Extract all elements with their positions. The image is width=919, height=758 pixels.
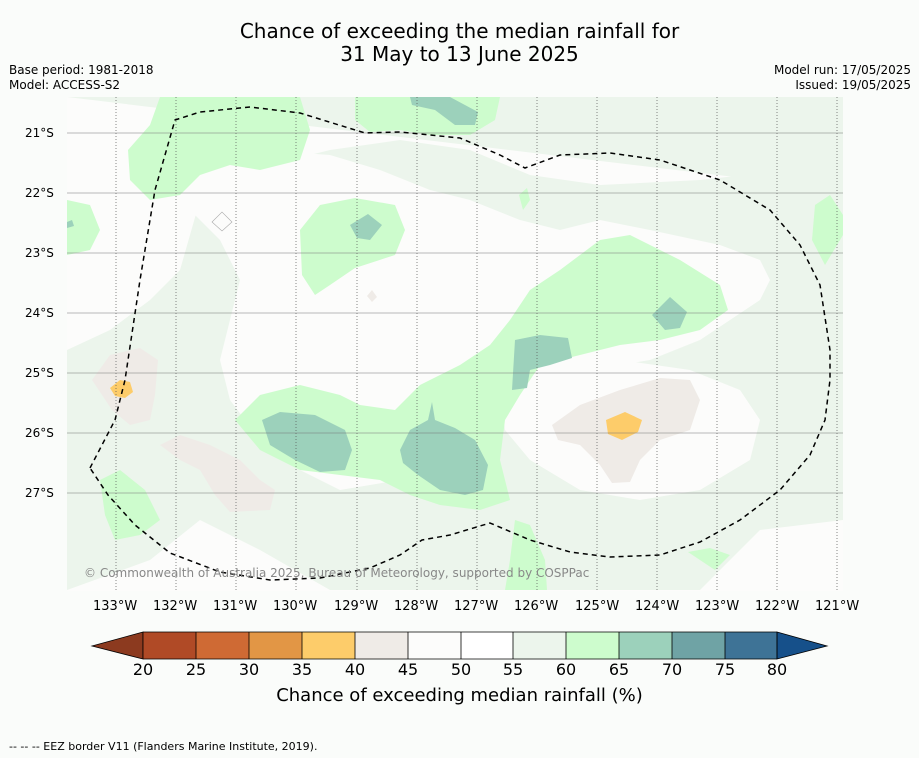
lat-label-22s: 22°S [25, 186, 54, 200]
colorbar-bin-60-65 [566, 632, 619, 659]
colorbar-title: Chance of exceeding median rainfall (%) [276, 685, 643, 706]
model-run-text: Model run: 17/05/2025 [773, 63, 911, 77]
zone-60-west [67, 200, 100, 255]
footer-eez-note: -- -- -- EEZ border V11 (Flanders Marine… [9, 740, 318, 753]
colorbar-bin-70-75 [672, 632, 725, 659]
meta-left: Base period: 1981-2018 Model: ACCESS-S2 [9, 63, 154, 93]
colorbar-tick-25: 25 [185, 660, 207, 679]
lat-label-27s: 27°S [25, 486, 54, 500]
model-text: Model: ACCESS-S2 [9, 78, 121, 92]
base-period-text: Base period: 1981-2018 [9, 63, 154, 77]
colorbar-bin-50-55 [461, 632, 513, 659]
lat-label-21s: 21°S [25, 126, 54, 140]
zone-60-east [812, 195, 843, 265]
copyright-text: © Commonwealth of Australia 2025, Bureau… [84, 566, 590, 580]
zone-65-e [400, 402, 488, 495]
lon-label-133w: 133°W [93, 599, 138, 614]
colorbar-tick-20: 20 [132, 660, 154, 679]
zone-65-n [410, 97, 478, 125]
colorbar-tick-75: 75 [714, 660, 736, 679]
colorbar-bin-45-50 [408, 632, 461, 659]
lat-label-25s: 25°S [25, 366, 54, 380]
lat-label-24s: 24°S [25, 306, 54, 320]
lat-label-23s: 23°S [25, 246, 54, 260]
zone-35-w [110, 380, 133, 398]
zone-60-nw [128, 97, 310, 200]
lon-label-128w: 128°W [394, 599, 439, 614]
lon-label-129w: 129°W [334, 599, 379, 614]
colorbar-tick-70: 70 [661, 660, 683, 679]
zone-65-b [652, 297, 687, 330]
zone-65-d [262, 412, 352, 472]
lon-label-122w: 122°W [755, 599, 800, 614]
meta-right: Model run: 17/05/2025 Issued: 19/05/2025 [774, 63, 911, 93]
colorbar-high-arrow [776, 631, 829, 660]
colorbar-bin-65-70 [619, 632, 672, 659]
zone-65-c [512, 335, 572, 390]
colorbar-tick-55: 55 [502, 660, 524, 679]
colorbar-tick-35: 35 [291, 660, 313, 679]
colorbar-bin-75-80 [725, 632, 777, 659]
eez-border [89, 106, 831, 581]
colorbar-tick-60: 60 [555, 660, 577, 679]
lat-label-26s: 26°S [25, 426, 54, 440]
colorbar-tick-65: 65 [608, 660, 630, 679]
colorbar-tick-30: 30 [238, 660, 260, 679]
map-gridlines [67, 97, 843, 591]
colorbar-tick-45: 45 [397, 660, 419, 679]
colorbar-low-arrow [90, 631, 144, 660]
zone-60-center-north [300, 198, 405, 295]
colorbar-bin-30-35 [249, 632, 302, 659]
lon-label-123w: 123°W [695, 599, 740, 614]
chart-title-line1: Chance of exceeding the median rainfall … [239, 19, 680, 43]
speckle-b [367, 290, 377, 302]
colorbar-bin-55-60 [513, 632, 566, 659]
colorbar-bin-35-40 [302, 632, 355, 659]
colorbar-bin-25-30 [196, 632, 249, 659]
lon-label-131w: 131°W [213, 599, 258, 614]
colorbar-tick-80: 80 [766, 660, 788, 679]
zone-60-se [688, 548, 730, 570]
lon-label-130w: 130°W [273, 599, 318, 614]
lon-label-132w: 132°W [153, 599, 198, 614]
colorbar-tick-50: 50 [450, 660, 472, 679]
speckle-d [519, 188, 530, 210]
map-fills [67, 97, 843, 591]
lon-label-125w: 125°W [575, 599, 620, 614]
lon-label-124w: 124°W [635, 599, 680, 614]
colorbar-bin-20-25 [143, 632, 196, 659]
issued-text: Issued: 19/05/2025 [795, 78, 911, 92]
colorbar-bin-40-45 [355, 632, 408, 659]
zone-65-a [350, 214, 382, 240]
zone-60-central-band [235, 235, 728, 510]
zone-60-s [505, 520, 547, 590]
speckle-c [67, 220, 74, 228]
zone-60-sw [100, 470, 160, 540]
speckle-a [211, 211, 233, 232]
chart-title-line2: 31 May to 13 June 2025 [340, 42, 579, 66]
lon-label-126w: 126°W [514, 599, 559, 614]
lon-label-127w: 127°W [454, 599, 499, 614]
lon-label-121w: 121°W [815, 599, 860, 614]
colorbar-tick-40: 40 [344, 660, 366, 679]
